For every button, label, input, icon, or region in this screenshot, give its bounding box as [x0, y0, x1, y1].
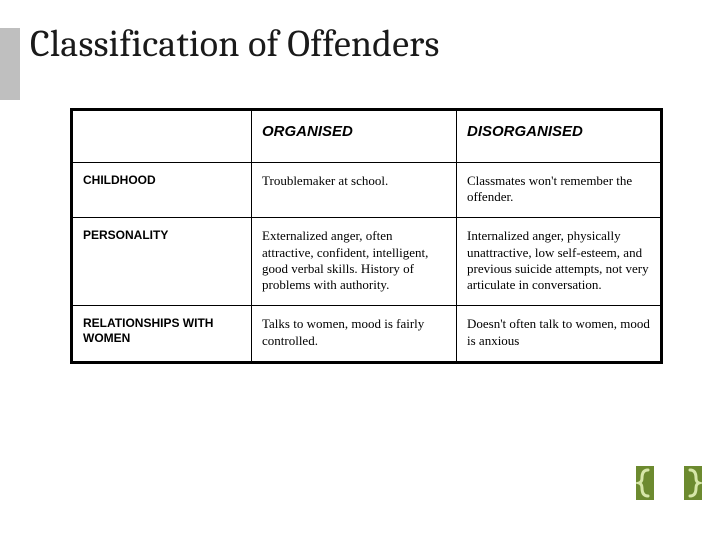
- bracket-left-icon: [636, 466, 654, 500]
- header-empty: [72, 110, 252, 163]
- decorative-brackets: [636, 466, 702, 500]
- table-row: PERSONALITY Externalized anger, often at…: [72, 218, 662, 306]
- table: ORGANISED DISORGANISED CHILDHOOD Trouble…: [70, 108, 663, 364]
- slide: Classification of Offenders ORGANISED DI…: [0, 0, 720, 540]
- cell-organised: Externalized anger, often attractive, co…: [252, 218, 457, 306]
- cell-organised: Troublemaker at school.: [252, 162, 457, 218]
- comparison-table: ORGANISED DISORGANISED CHILDHOOD Trouble…: [70, 108, 660, 364]
- bracket-right-icon: [684, 466, 702, 500]
- header-organised: ORGANISED: [252, 110, 457, 163]
- row-label: CHILDHOOD: [72, 162, 252, 218]
- cell-disorganised: Classmates won't remember the offender.: [457, 162, 662, 218]
- table-row: CHILDHOOD Troublemaker at school. Classm…: [72, 162, 662, 218]
- page-title: Classification of Offenders: [30, 22, 440, 66]
- cell-disorganised: Internalized anger, physically unattract…: [457, 218, 662, 306]
- header-disorganised: DISORGANISED: [457, 110, 662, 163]
- row-label: PERSONALITY: [72, 218, 252, 306]
- accent-bar: [0, 28, 20, 100]
- row-label: RELATIONSHIPS WITH WOMEN: [72, 306, 252, 363]
- table-row: RELATIONSHIPS WITH WOMEN Talks to women,…: [72, 306, 662, 363]
- table-header-row: ORGANISED DISORGANISED: [72, 110, 662, 163]
- cell-disorganised: Doesn't often talk to women, mood is anx…: [457, 306, 662, 363]
- cell-organised: Talks to women, mood is fairly controlle…: [252, 306, 457, 363]
